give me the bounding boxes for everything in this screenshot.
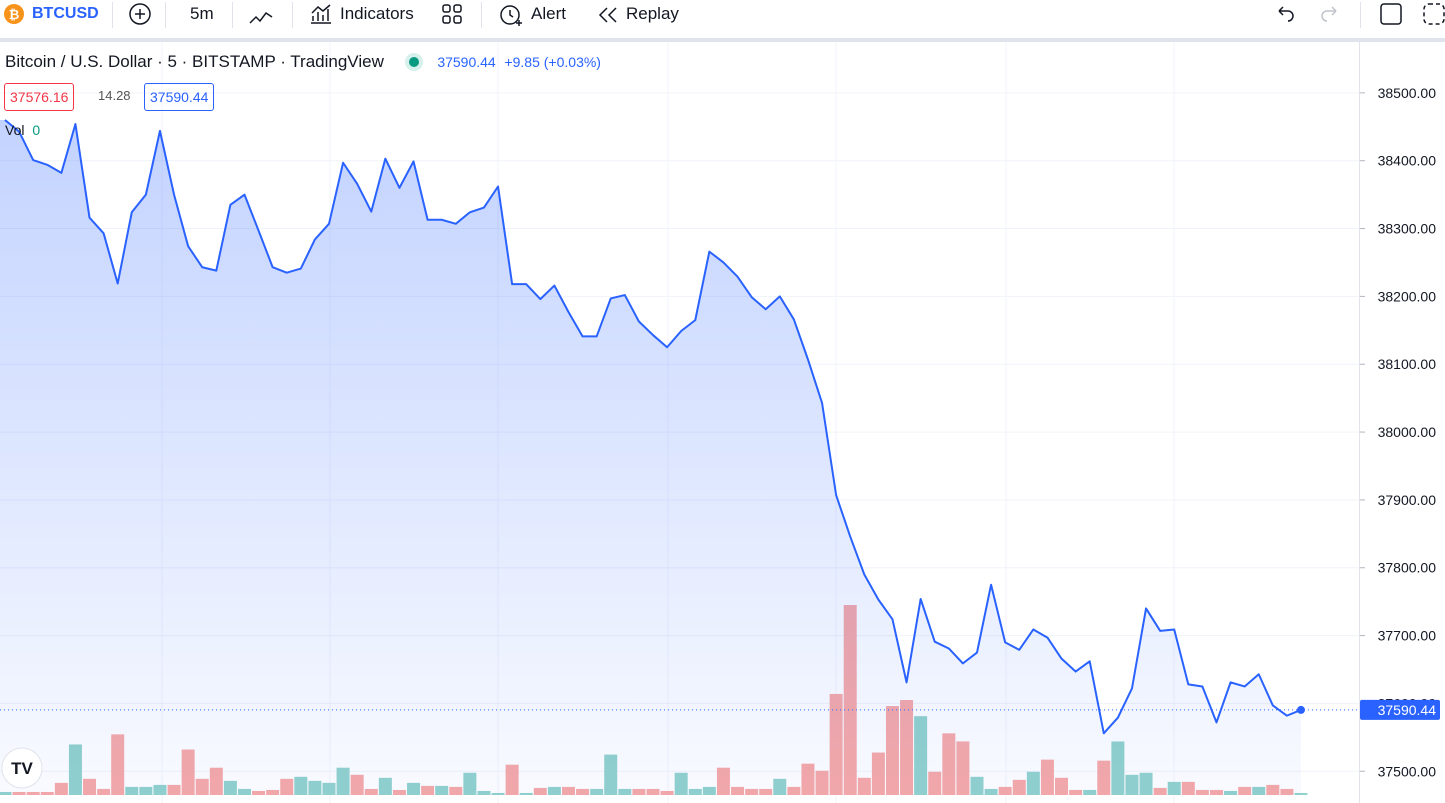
symbol[interactable]: BTCUSD [32, 5, 99, 22]
replay-icon[interactable] [597, 3, 619, 25]
vol-value: 0 [32, 122, 41, 138]
alert[interactable]: Alert [531, 4, 566, 23]
fullscreen[interactable] [1380, 3, 1402, 25]
y-tick-label: 37800.00 [1378, 560, 1437, 576]
y-tick-label: 38100.00 [1378, 356, 1437, 372]
y-tick-label: 38400.00 [1378, 153, 1437, 169]
vol-label: Vol [5, 122, 25, 138]
svg-text:TV: TV [11, 759, 33, 778]
last-point [1297, 705, 1305, 714]
last-price-label: 37590.44 [1378, 702, 1437, 718]
y-tick-label: 38300.00 [1378, 221, 1437, 237]
y-tick-label: 37900.00 [1378, 492, 1437, 508]
y-tick-label: 38500.00 [1378, 85, 1437, 101]
legend: Bitcoin / U.S. Dollar · 5 · BITSTAMP · T… [5, 52, 601, 72]
y-tick-label: 38200.00 [1378, 288, 1437, 304]
indicators-icon[interactable] [309, 3, 333, 25]
y-tick-label: 37700.00 [1378, 628, 1437, 644]
volume-legend: Vol 0 [5, 122, 40, 138]
price-area [0, 120, 1301, 796]
svg-text:₿: ₿ [9, 7, 20, 22]
snapshot[interactable] [1423, 3, 1445, 25]
last-price-badge [1360, 699, 1440, 720]
price-line [4, 119, 1302, 735]
legend-price: 37590.44 [437, 54, 496, 70]
legend-title: Bitcoin / U.S. Dollar · 5 · BITSTAMP · T… [5, 52, 384, 71]
layouts[interactable] [441, 3, 463, 25]
ask: 37590.44 [144, 83, 215, 111]
market-status [408, 57, 419, 67]
indicators[interactable]: Indicators [340, 4, 414, 23]
alert-icon[interactable] [498, 3, 524, 29]
tv-logo: TV [1, 747, 43, 789]
chart-style[interactable] [248, 3, 274, 25]
redo[interactable] [1320, 3, 1342, 25]
undo[interactable] [1273, 3, 1295, 25]
toolbar: ₿ BTCUSD 5m Indicators Alert Replay [0, 0, 1445, 42]
add-symbol[interactable] [129, 3, 151, 25]
y-tick-label: 38000.00 [1378, 424, 1437, 440]
bid: 37576.16 [4, 83, 75, 111]
chart: 37500.0037600.0037700.0037800.0037900.00… [0, 42, 1440, 803]
symbol-icon: ₿ [4, 4, 24, 24]
interval[interactable]: 5m [190, 4, 214, 23]
y-tick-label: 37500.00 [1378, 763, 1437, 779]
spread: 14.28 [98, 88, 131, 103]
replay[interactable]: Replay [626, 4, 679, 23]
legend-change: +9.85 (+0.03%) [504, 54, 601, 70]
